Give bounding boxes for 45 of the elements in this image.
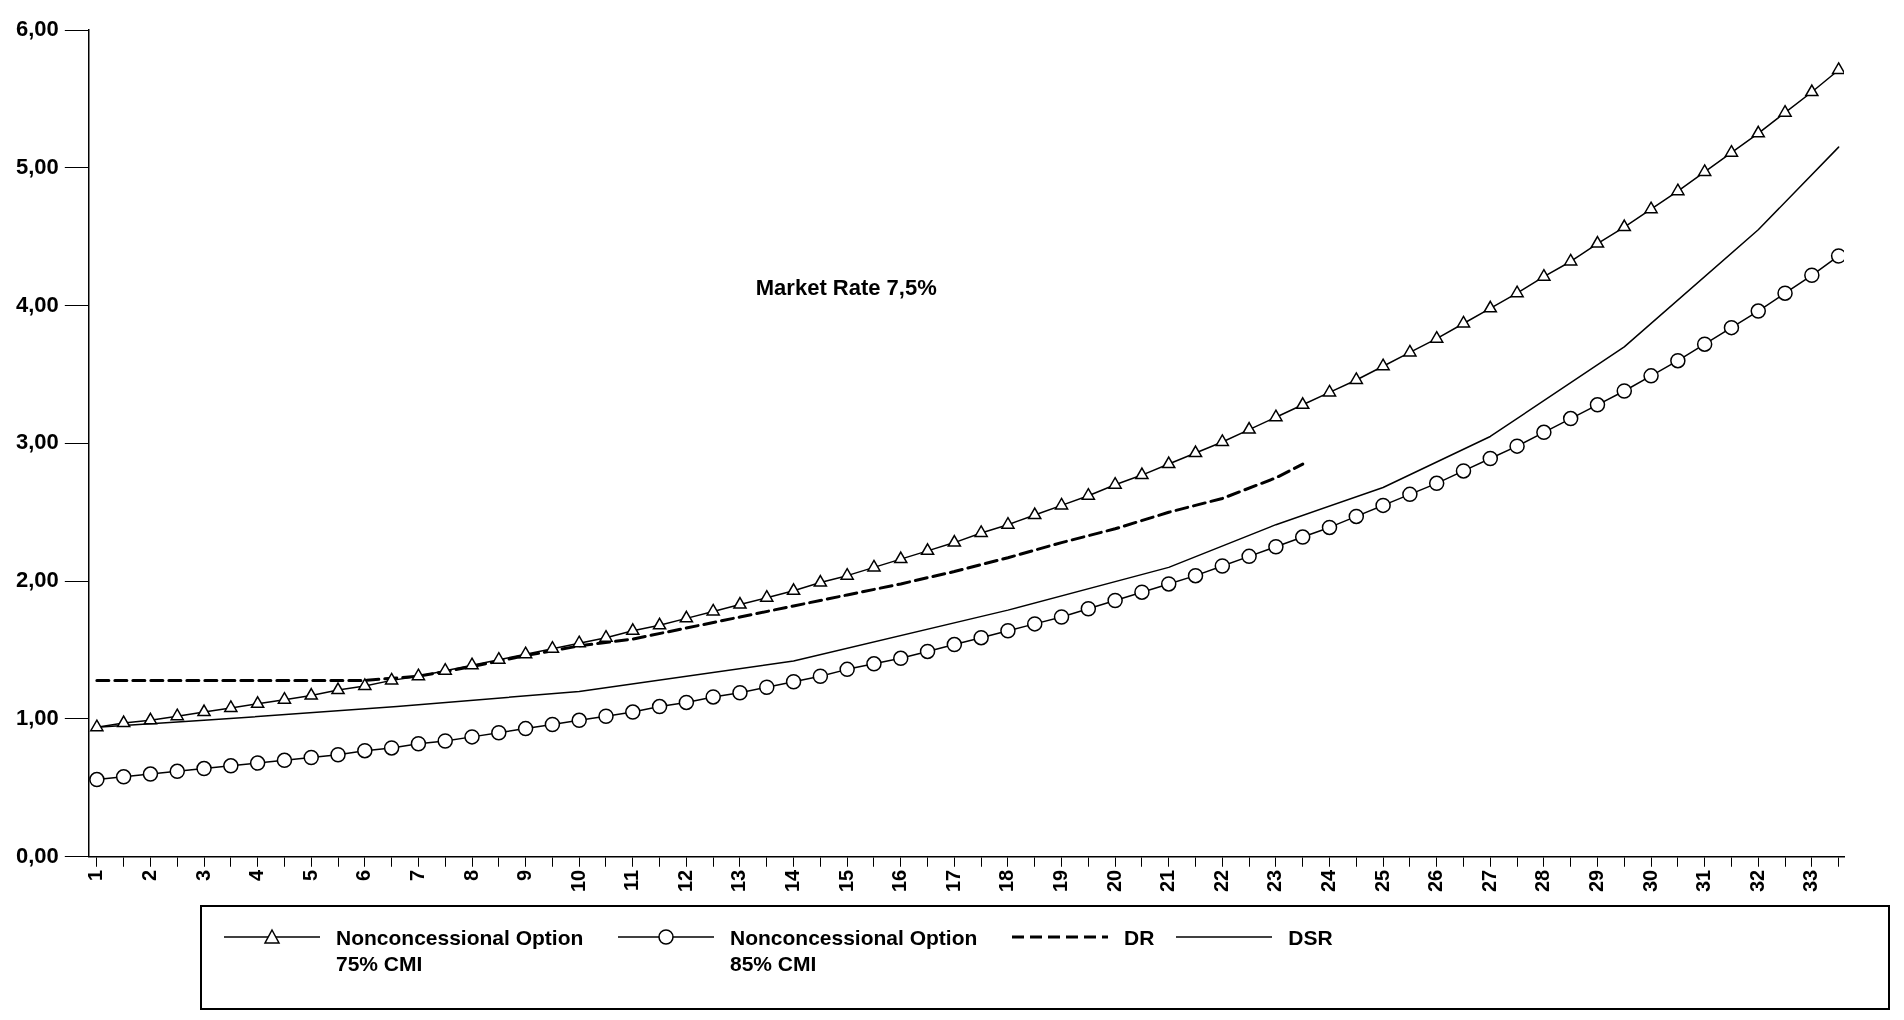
x-tick-label: 25 <box>1370 869 1393 892</box>
x-tick-label: 4 <box>245 868 268 881</box>
x-tick-label: 29 <box>1584 869 1607 892</box>
y-tick-label: 4,00 <box>15 291 59 317</box>
x-tick-label: 13 <box>727 869 750 892</box>
x-tick-label: 22 <box>1209 869 1232 892</box>
legend-label: DR <box>1124 925 1155 951</box>
y-tick-label: 6,00 <box>15 16 59 42</box>
legend-label: DSR <box>1288 925 1333 951</box>
x-tick-label: 3 <box>191 869 214 881</box>
y-tick-label: 1,00 <box>15 705 59 731</box>
x-tick-label: 9 <box>513 869 536 881</box>
x-tick-label: 17 <box>941 869 964 892</box>
x-tick-label: 28 <box>1531 869 1554 892</box>
x-tick-label: 19 <box>1049 869 1072 892</box>
x-tick-label: 30 <box>1638 869 1661 892</box>
x-tick-label: 18 <box>995 869 1018 892</box>
x-tick-label: 26 <box>1424 869 1447 892</box>
annotation: Market Rate 7,5% <box>755 274 937 300</box>
x-tick-label: 32 <box>1745 869 1768 892</box>
x-tick-label: 10 <box>566 869 589 892</box>
x-tick-label: 31 <box>1692 869 1715 892</box>
x-tick-label: 1 <box>84 869 107 881</box>
x-tick-label: 20 <box>1102 869 1125 892</box>
x-tick-label: 24 <box>1317 868 1340 892</box>
y-tick-label: 3,00 <box>15 429 59 455</box>
y-tick-label: 5,00 <box>15 153 59 179</box>
x-tick-label: 5 <box>298 869 321 881</box>
legend-label: Nonconcessional Option 85% CMI <box>730 925 979 977</box>
x-tick-label: 27 <box>1477 869 1500 892</box>
x-tick-label: 6 <box>352 869 375 881</box>
x-tick-label: 8 <box>459 869 482 881</box>
x-tick-label: 11 <box>620 869 643 891</box>
x-tick-label: 21 <box>1156 869 1179 892</box>
y-tick-label: 0,00 <box>15 842 59 868</box>
x-tick-label: 23 <box>1263 869 1286 892</box>
x-tick-label: 7 <box>405 869 428 881</box>
x-tick-label: 12 <box>673 869 696 892</box>
x-tick-label: 15 <box>834 869 857 892</box>
x-tick-label: 16 <box>888 869 911 892</box>
y-tick-label: 2,00 <box>15 567 59 593</box>
x-tick-label: 2 <box>137 869 160 881</box>
legend-label: Nonconcessional Option 75% CMI <box>336 925 585 977</box>
x-tick-label: 33 <box>1799 869 1822 892</box>
x-tick-label: 14 <box>781 868 804 892</box>
